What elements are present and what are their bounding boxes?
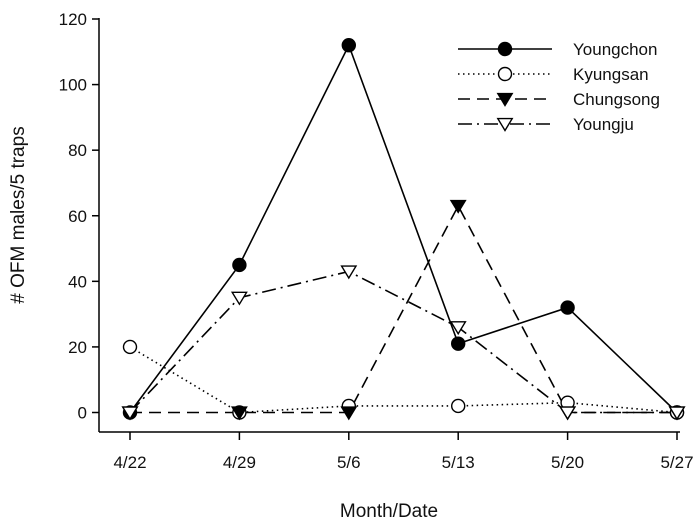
series-chungsong [130, 204, 677, 414]
axes [98, 18, 680, 433]
x-axis-title: Month/Date [340, 501, 438, 522]
x-tick-label: 5/20 [551, 453, 584, 472]
y-tick-label: 40 [68, 272, 87, 291]
data-point [340, 406, 358, 421]
legend-label: Chungsong [573, 90, 660, 109]
data-point [230, 406, 248, 421]
legend-item-kyungsan: Kyungsan [458, 65, 649, 84]
legend-label: Youngju [573, 115, 634, 134]
legend: Youngchon Kyungsan Chungsong Youngju [458, 40, 660, 134]
data-point [451, 336, 466, 351]
data-point [122, 339, 138, 355]
legend-label: Youngchon [573, 40, 657, 59]
y-ticks: 0 20 40 60 80 100 120 [59, 10, 99, 423]
series-markers-youngju [121, 265, 686, 421]
legend-marker [497, 66, 513, 82]
x-ticks: 4/22 4/29 5/6 5/13 5/20 5/27 [113, 432, 694, 472]
x-tick-label: 4/22 [113, 453, 146, 472]
legend-label: Kyungsan [573, 65, 649, 84]
legend-item-youngchon: Youngchon [458, 40, 657, 59]
series-youngchon [129, 43, 678, 414]
data-point [559, 406, 577, 421]
y-tick-label: 20 [68, 338, 87, 357]
series-layer [121, 38, 686, 421]
data-point [449, 321, 467, 336]
data-point [230, 291, 248, 306]
legend-item-chungsong: Chungsong [458, 90, 660, 109]
y-tick-label: 60 [68, 207, 87, 226]
data-point [340, 265, 358, 280]
data-point [560, 300, 575, 315]
x-tick-label: 4/29 [223, 453, 256, 472]
series-markers-kyungsan [122, 339, 685, 420]
x-tick-label: 5/13 [442, 453, 475, 472]
series-line [130, 204, 677, 414]
x-tick-label: 5/27 [660, 453, 693, 472]
y-tick-label: 100 [59, 76, 87, 95]
data-point [449, 199, 467, 214]
data-point [121, 406, 139, 421]
legend-item-youngju: Youngju [458, 115, 634, 134]
series-kyungsan [129, 346, 678, 414]
data-point [341, 38, 356, 53]
data-point [451, 398, 466, 414]
legend-marker [497, 41, 513, 57]
data-point [232, 257, 247, 273]
legend-marker [496, 117, 514, 132]
series-line [129, 270, 677, 414]
data-point [668, 406, 686, 421]
series-youngju [129, 270, 677, 414]
y-tick-label: 0 [78, 404, 87, 423]
y-axis-title: # OFM males/5 traps [8, 126, 29, 303]
series-line [129, 43, 678, 414]
legend-marker [496, 92, 514, 107]
x-tick-label: 5/6 [337, 453, 361, 472]
y-tick-label: 120 [59, 10, 87, 29]
y-tick-label: 80 [68, 141, 87, 160]
series-line [129, 346, 678, 414]
